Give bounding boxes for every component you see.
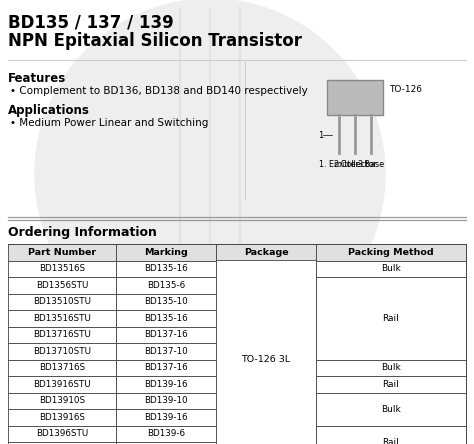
Bar <box>8 409 116 425</box>
Bar <box>116 442 216 444</box>
Bar <box>8 310 116 326</box>
Bar <box>8 277 116 293</box>
Text: • Medium Power Linear and Switching: • Medium Power Linear and Switching <box>10 118 209 128</box>
Bar <box>316 425 466 444</box>
Text: BD135 / 137 / 139: BD135 / 137 / 139 <box>8 14 174 32</box>
Text: BD135-10: BD135-10 <box>144 297 188 306</box>
Bar <box>116 310 216 326</box>
Text: BD13910S: BD13910S <box>39 396 85 405</box>
Text: BD139-6: BD139-6 <box>147 429 185 438</box>
Text: Bulk: Bulk <box>381 363 401 372</box>
Bar <box>116 293 216 310</box>
Text: BD13916STU: BD13916STU <box>33 380 91 389</box>
Text: BD137-16: BD137-16 <box>144 363 188 372</box>
Text: Rail: Rail <box>383 314 400 323</box>
Text: Ordering Information: Ordering Information <box>8 226 157 239</box>
Bar <box>116 277 216 293</box>
Bar <box>8 442 116 444</box>
Text: BD137-10: BD137-10 <box>144 347 188 356</box>
Text: • Complement to BD136, BD138 and BD140 respectively: • Complement to BD136, BD138 and BD140 r… <box>10 86 308 96</box>
Bar <box>8 326 116 343</box>
Bar <box>8 244 116 261</box>
Text: Part Number: Part Number <box>28 248 96 257</box>
Text: BD13516S: BD13516S <box>39 264 85 273</box>
Text: BD13716STU: BD13716STU <box>33 330 91 339</box>
Text: BD13516STU: BD13516STU <box>33 314 91 323</box>
Text: BD1356STU: BD1356STU <box>36 281 88 290</box>
Text: 1: 1 <box>318 131 323 139</box>
Bar <box>316 277 466 360</box>
Text: Rail: Rail <box>383 437 400 444</box>
Bar <box>116 392 216 409</box>
Bar <box>8 376 116 392</box>
Bar <box>116 244 216 261</box>
Text: BD139-16: BD139-16 <box>144 380 188 389</box>
Circle shape <box>35 0 385 349</box>
Text: Package: Package <box>244 248 288 257</box>
Bar <box>316 376 466 392</box>
Bar <box>116 409 216 425</box>
Bar <box>8 343 116 360</box>
Text: BD139-16: BD139-16 <box>144 413 188 422</box>
Bar <box>8 261 116 277</box>
Text: TO-126 3L: TO-126 3L <box>241 355 291 364</box>
Text: BD13716S: BD13716S <box>39 363 85 372</box>
Bar <box>8 392 116 409</box>
Bar <box>216 244 316 261</box>
Text: Marking: Marking <box>144 248 188 257</box>
Text: Packing Method: Packing Method <box>348 248 434 257</box>
Bar <box>116 261 216 277</box>
Bar <box>316 392 466 425</box>
Text: BD135-16: BD135-16 <box>144 314 188 323</box>
Text: Bulk: Bulk <box>381 404 401 413</box>
Text: Applications: Applications <box>8 104 90 117</box>
Text: BD13710STU: BD13710STU <box>33 347 91 356</box>
Text: NPN Epitaxial Silicon Transistor: NPN Epitaxial Silicon Transistor <box>8 32 302 50</box>
Text: Bulk: Bulk <box>381 264 401 273</box>
Bar <box>316 244 466 261</box>
Bar <box>316 360 466 376</box>
Bar <box>8 425 116 442</box>
Bar <box>8 360 116 376</box>
Bar <box>116 360 216 376</box>
Bar <box>216 261 316 444</box>
Text: BD135-16: BD135-16 <box>144 264 188 273</box>
Text: Rail: Rail <box>383 380 400 389</box>
FancyBboxPatch shape <box>327 80 383 115</box>
Text: 1. Emitter: 1. Emitter <box>319 160 359 169</box>
Bar <box>116 326 216 343</box>
Bar <box>316 261 466 277</box>
Text: BD13916S: BD13916S <box>39 413 85 422</box>
Bar <box>8 293 116 310</box>
Text: 2.Collector: 2.Collector <box>333 160 377 169</box>
Text: BD13510STU: BD13510STU <box>33 297 91 306</box>
Text: TO-126: TO-126 <box>389 86 422 95</box>
Text: 3.Base: 3.Base <box>357 160 384 169</box>
Text: BD137-16: BD137-16 <box>144 330 188 339</box>
Text: BD135-6: BD135-6 <box>147 281 185 290</box>
Text: Features: Features <box>8 72 66 85</box>
Bar <box>116 425 216 442</box>
Bar <box>116 343 216 360</box>
Text: BD1396STU: BD1396STU <box>36 429 88 438</box>
Bar <box>116 376 216 392</box>
Text: BD139-10: BD139-10 <box>144 396 188 405</box>
